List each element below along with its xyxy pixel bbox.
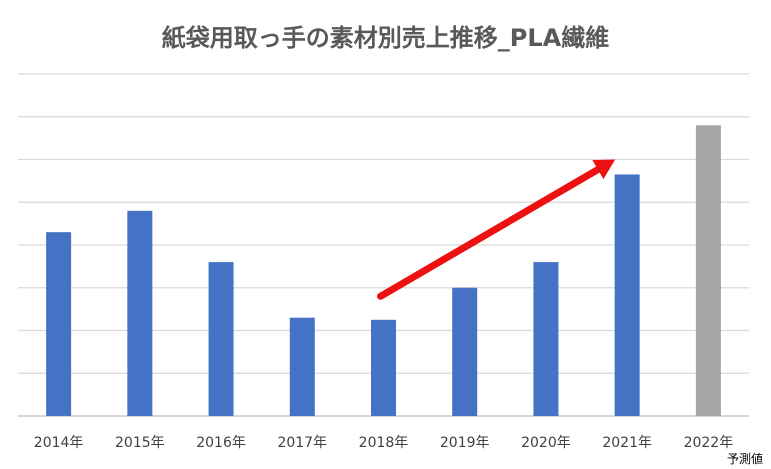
bar-2016年	[208, 262, 234, 416]
bar-2017年	[289, 317, 315, 416]
x-tick-label: 2016年	[196, 435, 246, 451]
x-tick-label: 2020年	[521, 435, 571, 451]
x-tick-label: 2014年	[34, 435, 84, 451]
forecast-note: 予測値	[726, 452, 763, 466]
bars	[46, 125, 721, 417]
x-tick-label: 2015年	[115, 435, 165, 451]
trend-arrow	[377, 159, 616, 300]
x-tick-label: 2019年	[440, 435, 490, 451]
bar-2022年	[695, 125, 721, 417]
bar-2018年	[371, 319, 396, 416]
x-tick-label: 2018年	[359, 435, 409, 451]
bar-2014年	[46, 232, 72, 416]
x-tick-labels: 2014年 2015年 2016年 2017年 2018年 2019年 2020年 2021年…	[34, 435, 733, 451]
bar-2020年	[533, 262, 559, 416]
trend-arrow-head	[592, 159, 616, 180]
x-tick-label: 2022年	[684, 435, 734, 451]
bar-2019年	[452, 287, 478, 416]
x-tick-label: 2017年	[277, 435, 327, 451]
bar-2021年	[614, 174, 640, 416]
trend-arrow-shaft	[377, 166, 602, 300]
chart-title: 紙袋用取っ手の素材別売上推移_PLA繊維	[161, 24, 610, 52]
bar-2015年	[127, 210, 153, 416]
x-tick-label: 2021年	[602, 435, 652, 451]
